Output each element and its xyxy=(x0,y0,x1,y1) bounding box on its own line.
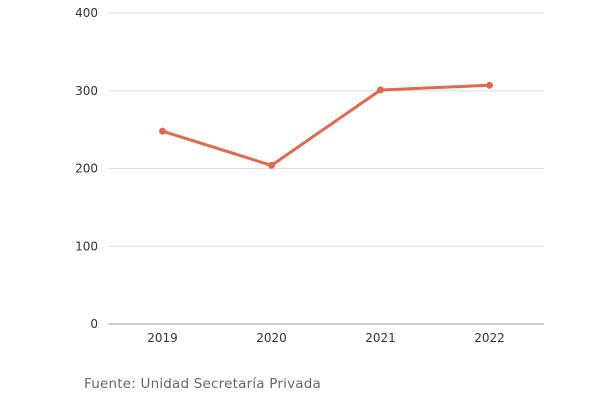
x-tick-label: 2022 xyxy=(474,331,505,345)
data-point xyxy=(486,81,493,89)
y-axis-tick-labels: 0 100 200 300 400 xyxy=(75,6,98,331)
y-tick-label: 300 xyxy=(75,84,98,98)
gridlines xyxy=(108,12,544,325)
source-note: Fuente: Unidad Secretaría Privada xyxy=(84,376,321,392)
data-point xyxy=(377,86,384,94)
y-tick-label: 0 xyxy=(90,317,98,331)
series-points xyxy=(159,81,493,169)
y-tick-label: 400 xyxy=(75,6,98,20)
x-tick-label: 2021 xyxy=(365,331,396,345)
y-tick-label: 200 xyxy=(75,162,98,176)
x-axis-tick-labels: 2019 2020 2021 2022 xyxy=(147,331,505,345)
data-point xyxy=(159,127,166,135)
x-tick-label: 2020 xyxy=(256,331,287,345)
series-line-path xyxy=(161,83,491,167)
y-tick-label: 100 xyxy=(75,239,98,253)
x-tick-label: 2019 xyxy=(147,331,178,345)
series-line xyxy=(161,83,491,167)
data-point xyxy=(268,161,275,169)
